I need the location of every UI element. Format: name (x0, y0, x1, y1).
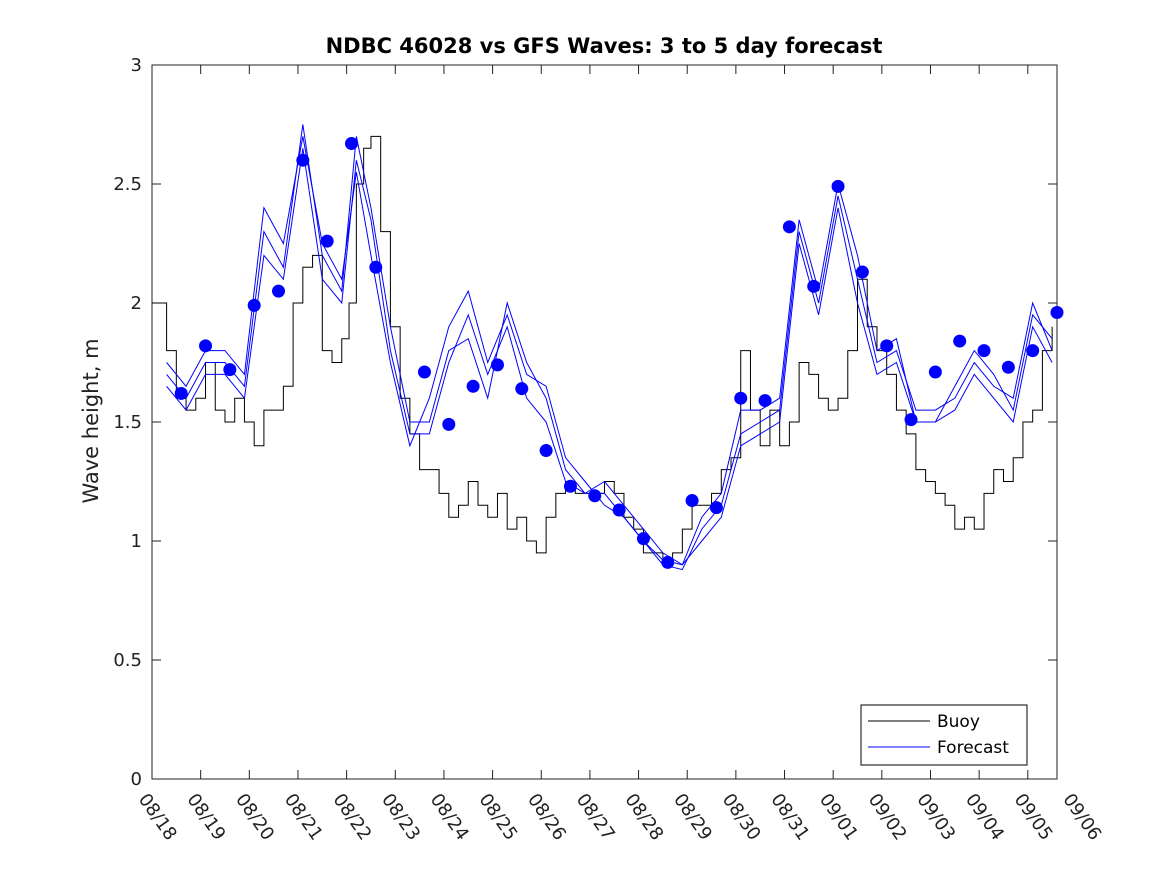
x-tick-label: 08/22 (329, 790, 376, 845)
forecast-point (442, 417, 456, 431)
forecast-point (320, 234, 334, 248)
x-tick-label: 09/04 (961, 790, 1008, 845)
x-tick-label: 08/24 (426, 790, 473, 845)
x-tick-label: 08/28 (620, 790, 667, 845)
forecast-point (515, 382, 529, 396)
forecast-point (174, 386, 188, 400)
forecast-point (588, 489, 602, 503)
forecast-point (296, 153, 310, 167)
forecast-point (466, 379, 480, 393)
x-tick-label: 09/05 (1010, 790, 1057, 845)
forecast-point (369, 260, 383, 274)
x-tick-label: 08/25 (474, 790, 521, 845)
y-tick-label: 0.5 (113, 650, 142, 671)
y-tick-label: 2 (131, 293, 142, 314)
forecast-line-3 (166, 136, 1053, 566)
forecast-point (563, 479, 577, 493)
forecast-point (758, 394, 772, 408)
forecast-point (685, 494, 699, 508)
forecast-point (636, 532, 650, 546)
y-tick-label: 0 (131, 769, 142, 790)
x-tick-label: 08/31 (766, 790, 813, 845)
forecast-point (928, 365, 942, 379)
y-tick-label: 2.5 (113, 174, 142, 195)
forecast-point (734, 391, 748, 405)
forecast-line-2 (166, 148, 1053, 571)
x-tick-label: 08/26 (523, 790, 570, 845)
forecast-point (661, 555, 675, 569)
forecast-point (904, 413, 918, 427)
x-tick-label: 09/06 (1058, 790, 1105, 845)
forecast-point (223, 363, 237, 377)
forecast-point (539, 444, 553, 458)
x-tick-label: 08/20 (231, 790, 278, 845)
forecast-point (612, 503, 626, 517)
forecast-point (709, 501, 723, 515)
x-tick-label: 09/03 (912, 790, 959, 845)
x-tick-label: 08/18 (134, 790, 181, 845)
forecast-point (855, 265, 869, 279)
forecast-point (782, 220, 796, 234)
legend-buoy-label: Buoy (937, 712, 980, 732)
chart-title: NDBC 46028 vs GFS Waves: 3 to 5 day fore… (326, 34, 883, 58)
x-tick-label: 09/02 (864, 790, 911, 845)
forecast-point (1026, 344, 1040, 358)
forecast-point (1001, 360, 1015, 374)
legend-forecast-label: Forecast (937, 738, 1009, 758)
forecast-point (490, 358, 504, 372)
forecast-point (247, 298, 261, 312)
forecast-point (417, 365, 431, 379)
legend: Buoy Forecast (860, 704, 1028, 766)
legend-box (860, 704, 1028, 766)
forecast-point (344, 137, 358, 151)
x-tick-label: 08/29 (669, 790, 716, 845)
forecast-point (880, 339, 894, 353)
y-axis-label: Wave height, m (79, 338, 103, 503)
y-tick-label: 1.5 (113, 412, 142, 433)
buoy-line (152, 135, 1053, 566)
x-tick-label: 08/21 (280, 790, 327, 845)
y-tick-label: 1 (131, 531, 142, 552)
x-tick-label: 09/01 (815, 790, 862, 845)
forecast-point (272, 284, 286, 298)
forecast-point (977, 344, 991, 358)
forecast-point (199, 339, 213, 353)
x-tick-label: 08/30 (718, 790, 765, 845)
forecast-point (1050, 306, 1064, 320)
x-tick-label: 08/19 (183, 790, 230, 845)
y-tick-label: 3 (131, 55, 142, 76)
x-tick-label: 08/27 (572, 790, 619, 845)
x-tick-label: 08/23 (377, 790, 424, 845)
forecast-point (953, 334, 967, 348)
forecast-point (807, 279, 821, 293)
forecast-point (831, 179, 845, 193)
forecast-line-1 (166, 124, 1053, 566)
